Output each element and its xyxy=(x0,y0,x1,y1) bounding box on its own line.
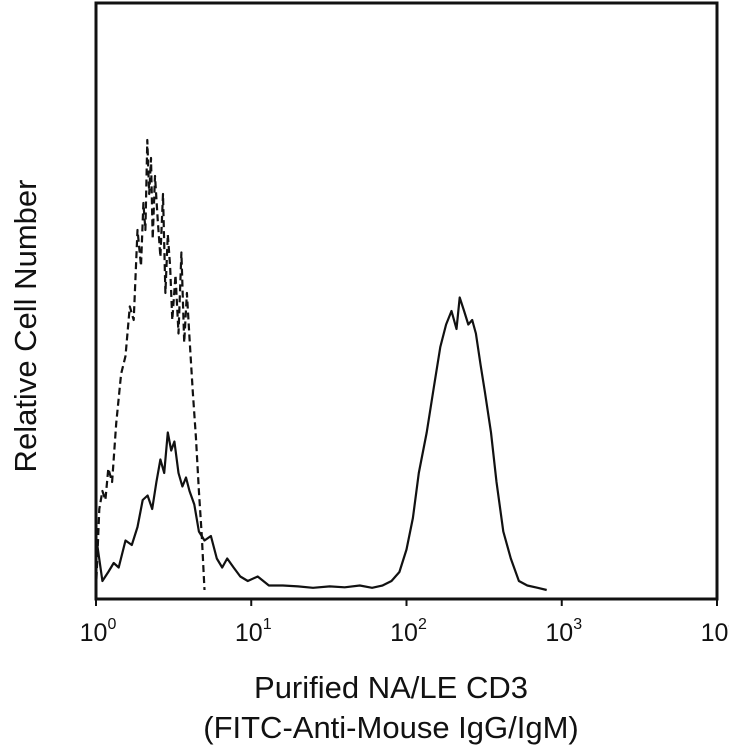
x-tick-label: 101 xyxy=(235,616,272,647)
stained-histogram-solid xyxy=(94,296,547,592)
x-tick-label: 102 xyxy=(390,616,427,647)
x-axis-ticks: 100 101 102 103 104 xyxy=(80,599,729,647)
x-tick-label: 104 xyxy=(701,616,729,647)
y-axis-label: Relative Cell Number xyxy=(8,180,43,473)
x-tick-label: 103 xyxy=(545,616,582,647)
plot-frame xyxy=(94,1,719,601)
x-tick-label: 100 xyxy=(80,616,117,647)
series-layer xyxy=(94,138,547,592)
x-axis-label-line1: Purified NA/LE CD3 xyxy=(254,670,528,705)
control-histogram-dashed xyxy=(94,138,206,591)
x-axis-label-line2: (FITC-Anti-Mouse IgG/IgM) xyxy=(203,710,579,745)
